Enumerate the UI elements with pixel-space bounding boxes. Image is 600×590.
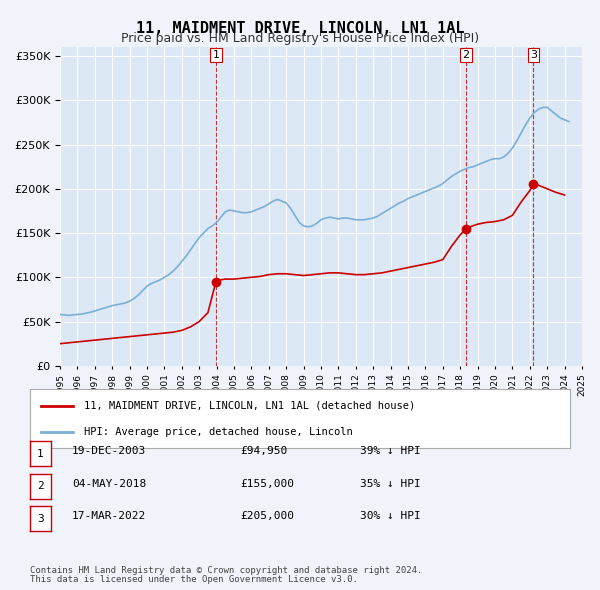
Text: 30% ↓ HPI: 30% ↓ HPI — [360, 512, 421, 521]
Text: 3: 3 — [530, 50, 537, 60]
Text: Price paid vs. HM Land Registry's House Price Index (HPI): Price paid vs. HM Land Registry's House … — [121, 32, 479, 45]
Text: 3: 3 — [37, 514, 44, 523]
Text: 2: 2 — [37, 481, 44, 491]
Text: 17-MAR-2022: 17-MAR-2022 — [72, 512, 146, 521]
Text: 1: 1 — [212, 50, 220, 60]
Text: 39% ↓ HPI: 39% ↓ HPI — [360, 447, 421, 456]
Text: £205,000: £205,000 — [240, 512, 294, 521]
Text: 35% ↓ HPI: 35% ↓ HPI — [360, 479, 421, 489]
Text: 04-MAY-2018: 04-MAY-2018 — [72, 479, 146, 489]
Text: 11, MAIDMENT DRIVE, LINCOLN, LN1 1AL (detached house): 11, MAIDMENT DRIVE, LINCOLN, LN1 1AL (de… — [84, 401, 415, 411]
Text: 2: 2 — [463, 50, 470, 60]
Text: 1: 1 — [37, 449, 44, 458]
Text: £155,000: £155,000 — [240, 479, 294, 489]
Text: This data is licensed under the Open Government Licence v3.0.: This data is licensed under the Open Gov… — [30, 575, 358, 584]
Text: HPI: Average price, detached house, Lincoln: HPI: Average price, detached house, Linc… — [84, 427, 353, 437]
Text: 19-DEC-2003: 19-DEC-2003 — [72, 447, 146, 456]
Text: Contains HM Land Registry data © Crown copyright and database right 2024.: Contains HM Land Registry data © Crown c… — [30, 566, 422, 575]
Text: £94,950: £94,950 — [240, 447, 287, 456]
Text: 11, MAIDMENT DRIVE, LINCOLN, LN1 1AL: 11, MAIDMENT DRIVE, LINCOLN, LN1 1AL — [136, 21, 464, 35]
